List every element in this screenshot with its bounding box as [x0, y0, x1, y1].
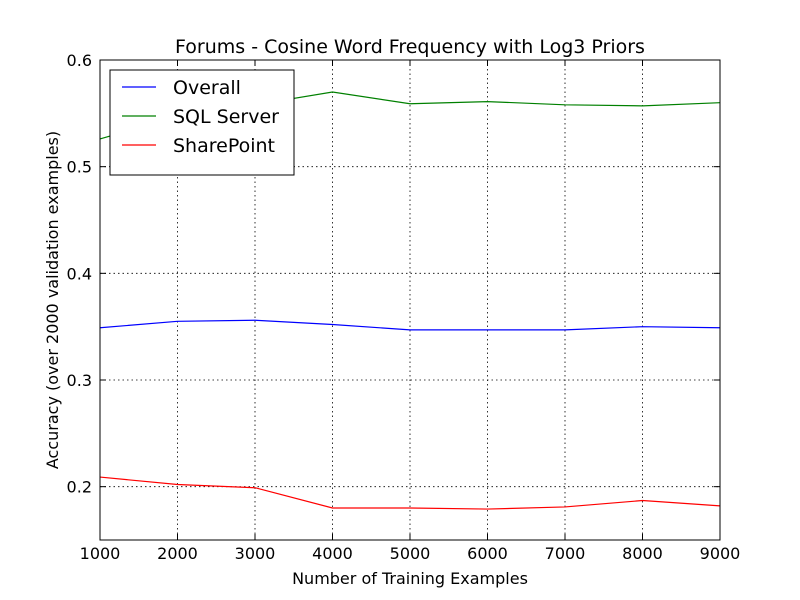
legend: Overall SQL Server SharePoint: [109, 69, 295, 176]
legend-label-sharepoint: SharePoint: [173, 135, 275, 157]
legend-label-sql-server: SQL Server: [173, 106, 279, 128]
y-tick-label: 0.6: [67, 51, 92, 70]
x-tick-label: 7000: [545, 544, 586, 563]
series-line-overall: [99, 319, 721, 331]
y-tick-label: 0.3: [67, 371, 92, 390]
x-tick-label: 2000: [157, 544, 198, 563]
y-tick-label: 0.2: [67, 478, 92, 497]
x-tick-label: 4000: [312, 544, 353, 563]
chart-title: Forums - Cosine Word Frequency with Log3…: [175, 36, 645, 58]
x-tick-label: 5000: [390, 544, 431, 563]
axis-ticks: [99, 59, 721, 540]
grid: [100, 60, 720, 540]
y-axis-label: Accuracy (over 2000 validation examples): [43, 131, 62, 469]
legend-label-overall: Overall: [173, 77, 241, 99]
x-tick-label: 3000: [235, 544, 276, 563]
x-tick-label: 6000: [467, 544, 508, 563]
tick-labels: 1000 2000 3000 4000 5000 6000 7000 8000 9000 0.2 0…: [67, 51, 741, 563]
y-tick-label: 0.5: [67, 158, 92, 177]
y-tick-label: 0.4: [67, 264, 92, 283]
series-line-sharepoint: [99, 476, 721, 510]
x-tick-label: 8000: [622, 544, 663, 563]
x-tick-label: 9000: [700, 544, 741, 563]
x-tick-label: 1000: [80, 544, 121, 563]
x-axis-label: Number of Training Examples: [292, 569, 528, 588]
